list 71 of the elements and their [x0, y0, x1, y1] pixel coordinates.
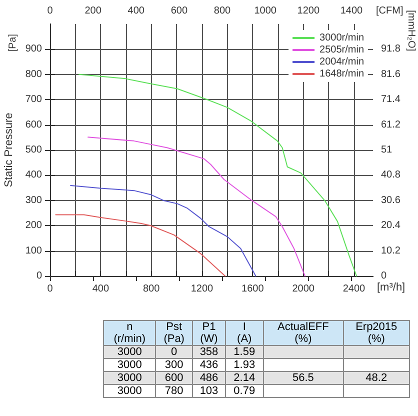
- x2-tick-label: 1000: [254, 6, 277, 16]
- text: 0: [171, 346, 178, 358]
- x-tick-label: 800: [142, 284, 160, 294]
- text: 600: [164, 372, 184, 384]
- text: [Pa]: [8, 34, 18, 52]
- y2-tick-label: 20.4: [381, 220, 401, 232]
- y-tick-label: 600: [25, 119, 42, 130]
- text: 3000: [117, 359, 142, 371]
- line-series: [88, 136, 306, 276]
- y2-axis-title: [mmH₂O]: [406, 10, 416, 52]
- y2-tick-label: 40.8: [381, 170, 401, 181]
- x-tick-label: 2400: [342, 284, 366, 294]
- text: 3000: [117, 385, 142, 397]
- y-axis-title: Static Pressure: [2, 112, 15, 188]
- text: 358: [200, 346, 218, 358]
- y-tick-label: 400: [25, 170, 42, 181]
- x-tick-label: 1200: [190, 284, 214, 294]
- category-label: ActualEFF (%): [263, 320, 344, 346]
- text: 1.93: [234, 359, 256, 371]
- category-label: P1 (W): [192, 320, 226, 346]
- legend-label: 3000r/min: [320, 32, 364, 44]
- legend-label: 1648r/min: [320, 68, 364, 80]
- x2-tick-label: 400: [128, 6, 145, 16]
- category-label: n (r/min): [104, 320, 156, 346]
- text: 1.59: [234, 346, 256, 358]
- y2-tick-label: 30.6: [381, 194, 401, 206]
- x-tick-label: 2000: [292, 284, 315, 294]
- y2-tick-label: 81.6: [381, 68, 401, 80]
- y-tick-label: 300: [25, 194, 42, 206]
- x2-tick-label: 0: [47, 6, 54, 16]
- text: 2.14: [234, 372, 256, 384]
- line-series: [70, 185, 256, 276]
- y2-tick-label: 0: [381, 270, 387, 282]
- category-label: Pst (Pa): [156, 320, 192, 346]
- y-tick-label: 800: [25, 68, 42, 80]
- x2-tick-label: 800: [214, 6, 232, 16]
- text: 3000: [117, 372, 142, 384]
- y-tick-label: 0: [36, 270, 42, 282]
- x2-tick-label: 200: [84, 6, 102, 16]
- category-label: I (A): [226, 320, 264, 346]
- x2-tick-label: 1400: [340, 6, 364, 16]
- y-tick-label: 900: [25, 44, 42, 55]
- category-label: Erp2015 (%): [343, 320, 410, 346]
- text: 48.2: [366, 372, 388, 384]
- x2-tick-label: 1200: [297, 6, 320, 16]
- legend-label: 2004r/min: [320, 56, 364, 68]
- text: 780: [164, 385, 184, 397]
- text: 56.5: [292, 372, 314, 384]
- x2-axis-title: [CFM]: [376, 6, 404, 16]
- x-tick-label: 0: [47, 284, 54, 294]
- x-tick-label: 400: [92, 284, 110, 294]
- y2-tick-label: 61.2: [381, 119, 401, 130]
- x-axis-title: [m³/h]: [377, 282, 406, 294]
- line-series: [55, 214, 226, 276]
- text: 436: [200, 359, 218, 371]
- y-tick-label: 100: [25, 245, 42, 256]
- text: 103: [200, 385, 218, 397]
- text: 300: [164, 359, 184, 371]
- y-tick-label: 700: [25, 94, 42, 106]
- legend-label: 2505r/min: [320, 44, 364, 56]
- y-tick-label: 500: [25, 144, 42, 156]
- x-tick-label: 1600: [242, 284, 264, 294]
- y2-tick-label: 10.2: [381, 245, 401, 256]
- y-tick-label: 200: [25, 220, 42, 232]
- y2-tick-label: 91.8: [381, 44, 401, 55]
- text: 3000: [117, 346, 142, 358]
- text: 486: [200, 372, 218, 384]
- y2-tick-label: 51: [381, 144, 393, 156]
- y2-tick-label: 71.4: [381, 94, 401, 106]
- text: 0.79: [234, 385, 256, 397]
- x2-tick-label: 600: [170, 6, 188, 16]
